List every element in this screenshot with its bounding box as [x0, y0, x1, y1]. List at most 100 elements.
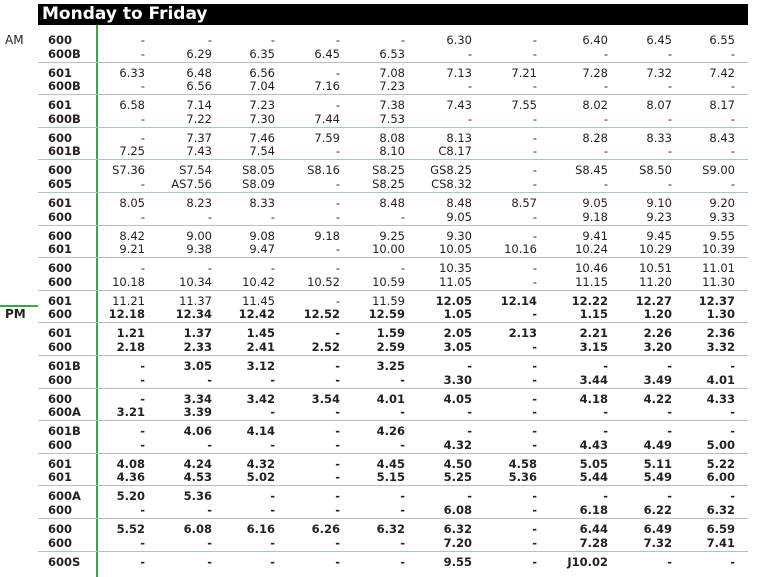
time-cell: 9.05 [582, 196, 608, 210]
time-cell: - [532, 130, 537, 145]
time-cell: - [532, 274, 537, 289]
time-cell: - [140, 554, 145, 569]
time-cell: 4.45 [376, 456, 405, 471]
time-cell: C8.17 [438, 144, 472, 159]
time-cell: - [467, 79, 472, 94]
time-cell: 4.08 [116, 456, 145, 471]
row-separator [38, 485, 748, 487]
time-cell: 4.26 [376, 424, 405, 439]
time-cell: 5.36 [508, 470, 537, 485]
time-cell: 3.39 [183, 405, 212, 420]
time-cell: - [400, 535, 405, 550]
time-cell: - [730, 489, 735, 504]
time-cell: 6.32 [443, 522, 472, 536]
time-cell: S8.45 [575, 163, 608, 178]
time-cell: - [667, 177, 672, 191]
time-cell: - [335, 424, 340, 439]
time-cell: - [467, 489, 472, 504]
time-cell: 12.27 [635, 293, 672, 308]
route: 600 [48, 130, 73, 145]
time-cell: CS8.32 [431, 177, 472, 191]
time-cell: 6.26 [311, 522, 340, 536]
time-cell: - [270, 503, 275, 517]
time-cell: - [335, 177, 340, 191]
time-cell: 1.37 [183, 326, 212, 341]
time-cell: - [603, 46, 608, 61]
time-cell: - [335, 326, 340, 341]
time-cell: 11.30 [702, 274, 735, 289]
time-cell: 7.54 [249, 144, 275, 159]
time-cell: - [270, 209, 275, 224]
time-cell: - [270, 405, 275, 420]
time-cell: - [532, 33, 537, 47]
time-cell: 4.43 [579, 437, 608, 452]
time-cell: - [667, 359, 672, 373]
time-cell: - [335, 503, 340, 517]
time-cell: - [400, 372, 405, 387]
time-cell: 2.21 [579, 326, 608, 341]
time-cell: 7.32 [643, 535, 672, 550]
time-cell: - [730, 554, 735, 569]
time-cell: - [532, 261, 537, 276]
time-cell: - [270, 33, 275, 47]
time-cell: - [335, 98, 340, 113]
time-cell: - [532, 79, 537, 94]
route: 600 [48, 535, 73, 550]
time-cell: - [207, 554, 212, 569]
time-cell: - [335, 65, 340, 80]
time-cell: 4.36 [116, 470, 145, 485]
time-cell: 3.12 [246, 359, 275, 373]
header-bar: Monday to Friday [38, 4, 748, 25]
time-cell: 6.32 [376, 522, 405, 536]
time-cell: 9.18 [582, 209, 608, 224]
time-cell: 6.58 [119, 98, 145, 113]
time-cell: 5.25 [443, 470, 472, 485]
time-cell: - [603, 489, 608, 504]
time-cell: 12.22 [571, 293, 608, 308]
time-cell: 3.21 [116, 405, 145, 420]
time-cell: 9.41 [582, 228, 608, 243]
time-cell: - [400, 503, 405, 517]
time-cell: 4.01 [706, 372, 735, 387]
time-cell: - [603, 79, 608, 94]
time-cell: - [207, 209, 212, 224]
time-cell: - [335, 144, 340, 159]
time-cell: 5.02 [246, 470, 275, 485]
row-separator [38, 159, 748, 161]
time-cell: 6.29 [186, 46, 212, 61]
row-separator [38, 257, 748, 259]
route: 600B [48, 79, 81, 94]
time-cell: - [532, 177, 537, 191]
time-cell: - [730, 144, 735, 159]
time-cell: 6.40 [582, 33, 608, 47]
time-cell: - [335, 293, 340, 308]
row-separator [38, 322, 748, 324]
time-cell: - [140, 46, 145, 61]
time-cell: 3.05 [443, 340, 472, 354]
time-cell: 11.01 [702, 261, 735, 276]
route: 600 [48, 372, 73, 387]
time-cell: 7.22 [186, 111, 212, 126]
time-cell: - [532, 144, 537, 159]
time-cell: - [532, 163, 537, 178]
time-cell: - [532, 391, 537, 406]
time-cell: - [730, 79, 735, 94]
row-separator [38, 518, 748, 519]
time-cell: - [667, 46, 672, 61]
time-cell: S8.09 [242, 177, 275, 191]
time-cell: 7.28 [579, 535, 608, 550]
time-cell: - [400, 489, 405, 504]
time-cell: 6.55 [709, 33, 735, 47]
time-cell: 6.59 [706, 522, 735, 536]
route: 601 [48, 65, 73, 80]
time-cell: - [335, 33, 340, 47]
time-cell: 9.18 [314, 228, 340, 243]
time-cell: 3.34 [183, 391, 212, 406]
time-cell: - [532, 209, 537, 224]
header-title: Monday to Friday [42, 4, 208, 24]
time-cell: 1.21 [116, 326, 145, 341]
time-cell: 5.11 [643, 456, 672, 471]
time-cell: 5.20 [116, 489, 145, 504]
time-cell: 5.22 [706, 456, 735, 471]
time-cell: - [603, 177, 608, 191]
